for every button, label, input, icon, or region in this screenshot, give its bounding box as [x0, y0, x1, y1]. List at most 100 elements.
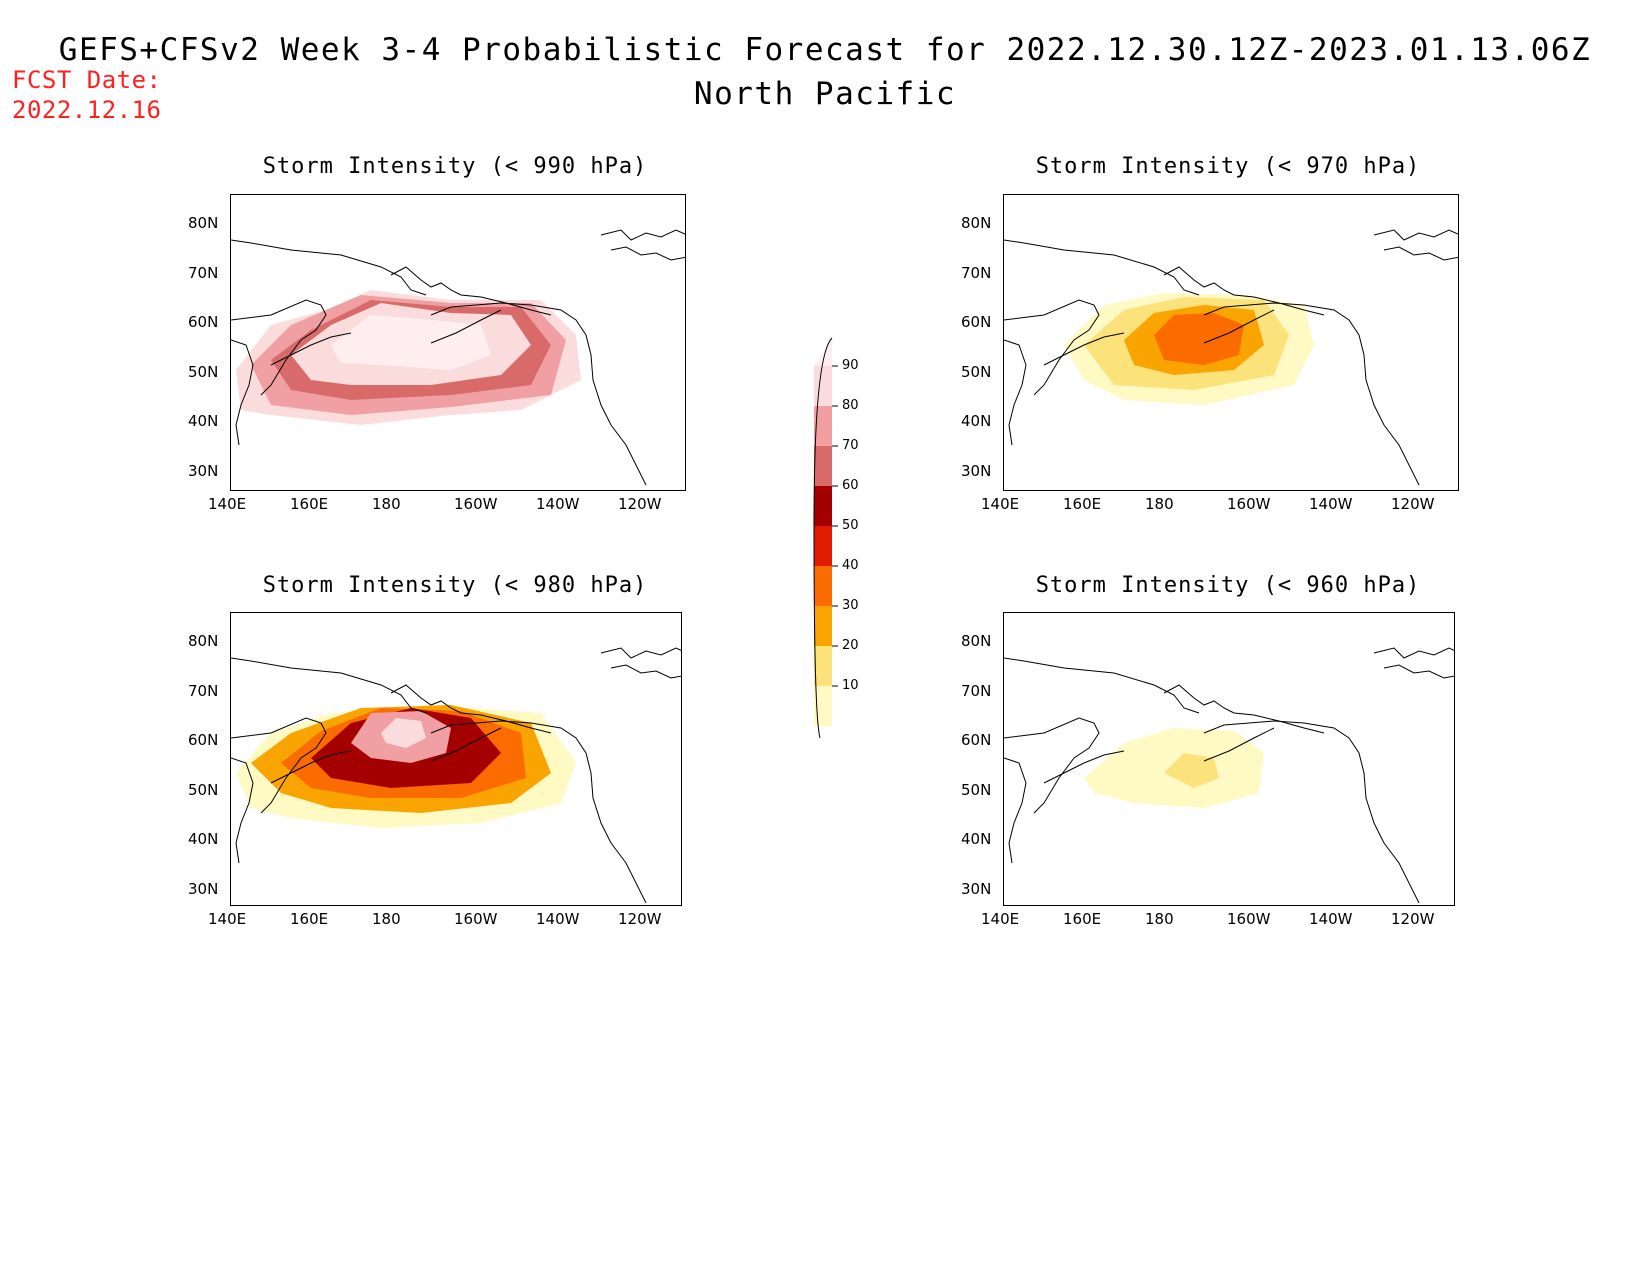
coastline — [1043, 332, 1125, 366]
map-panel-990 — [230, 194, 686, 491]
lon-tick-label: 140E — [981, 495, 1020, 513]
colorbar-segment — [814, 566, 832, 606]
fcst-date: 2022.12.16 — [12, 96, 162, 124]
lon-tick-label: 180 — [1145, 495, 1174, 513]
fcst-label: FCST Date: — [12, 66, 162, 94]
probability-shading — [1164, 753, 1219, 788]
colorbar-level-label: 90 — [842, 358, 859, 373]
lat-tick-label: 40N — [961, 412, 992, 430]
map-panel-980 — [230, 612, 682, 906]
coastline — [1004, 757, 1027, 864]
coastline — [1004, 239, 1200, 296]
map-layer — [231, 647, 681, 904]
lat-tick-label: 40N — [961, 830, 992, 848]
lat-tick-label: 80N — [961, 214, 992, 232]
colorbar-level-label: 70 — [842, 438, 859, 453]
coastline — [1203, 727, 1275, 762]
coastline — [270, 332, 352, 366]
map-layer — [1004, 229, 1458, 486]
colorbar-level-label: 10 — [842, 678, 859, 693]
coastline — [1373, 647, 1454, 659]
coastline — [1004, 657, 1200, 714]
coastline — [231, 239, 427, 296]
colorbar-level-label: 60 — [842, 478, 859, 493]
lon-tick-label: 140W — [1309, 495, 1353, 513]
coastline — [270, 750, 352, 784]
coastline — [231, 757, 254, 864]
panel-title-980: Storm Intensity (< 980 hPa) — [262, 573, 648, 598]
coastline — [1203, 302, 1420, 486]
lat-tick-label: 60N — [961, 731, 992, 749]
coastline — [231, 299, 327, 396]
lat-tick-label: 40N — [188, 412, 219, 430]
lat-tick-label: 50N — [188, 362, 219, 381]
colorbar — [813, 337, 838, 739]
lat-tick-label: 80N — [188, 632, 219, 650]
coastline — [600, 647, 681, 659]
colorbar-segment — [814, 366, 832, 406]
coastline — [1203, 720, 1420, 904]
lon-tick-label: 160W — [454, 910, 498, 928]
lon-tick-label: 140E — [981, 910, 1020, 928]
region-subtitle: North Pacific — [693, 76, 957, 112]
lon-tick-label: 120W — [618, 495, 662, 513]
panel-title-990: Storm Intensity (< 990 hPa) — [262, 154, 648, 179]
colorbar-segment — [814, 406, 832, 446]
colorbar-segment — [814, 686, 832, 726]
lon-tick-label: 140W — [1309, 910, 1353, 928]
coastline — [430, 727, 502, 762]
probability-shading — [381, 718, 426, 748]
lat-tick-label: 40N — [188, 830, 219, 848]
probability-shading — [1154, 313, 1244, 365]
lat-tick-label: 30N — [961, 879, 992, 898]
map-panel-960 — [1003, 612, 1455, 906]
panel-title-970: Storm Intensity (< 970 hPa) — [1035, 154, 1421, 179]
coastline — [1004, 717, 1100, 814]
probability-shading — [331, 315, 491, 370]
coastline — [1163, 266, 1325, 316]
coastline — [430, 302, 647, 486]
lon-tick-label: 160E — [290, 910, 329, 928]
coastline — [231, 339, 254, 446]
lon-tick-label: 160W — [1227, 910, 1271, 928]
lat-tick-label: 80N — [961, 632, 992, 650]
lon-tick-label: 160W — [1227, 495, 1271, 513]
coastline — [231, 657, 427, 714]
colorbar-level-label: 20 — [842, 638, 859, 653]
colorbar-level-label: 80 — [842, 398, 859, 413]
coastline — [1004, 339, 1027, 446]
map-panel-970 — [1003, 194, 1459, 491]
page-title: GEFS+CFSv2 Week 3-4 Probabilistic Foreca… — [58, 32, 1592, 68]
coastline — [231, 717, 327, 814]
map-layer — [1004, 647, 1454, 904]
lat-tick-label: 70N — [188, 681, 219, 700]
coastline — [1203, 309, 1275, 344]
coastline — [1163, 684, 1325, 734]
coastline — [430, 309, 502, 344]
lat-tick-label: 80N — [188, 214, 219, 232]
lat-tick-label: 30N — [961, 461, 992, 480]
lon-tick-label: 180 — [1145, 910, 1174, 928]
lon-tick-label: 140E — [208, 495, 247, 513]
lon-tick-label: 120W — [618, 910, 662, 928]
lon-tick-label: 160E — [290, 495, 329, 513]
colorbar-level-label: 40 — [842, 558, 859, 573]
coastline — [1383, 664, 1454, 679]
colorbar-segment — [814, 526, 832, 566]
lon-tick-label: 160E — [1063, 910, 1102, 928]
map-layer — [231, 229, 685, 486]
coastline — [1373, 229, 1458, 241]
lon-tick-label: 120W — [1391, 910, 1435, 928]
lon-tick-label: 120W — [1391, 495, 1435, 513]
lat-tick-label: 60N — [188, 731, 219, 749]
lat-tick-label: 50N — [961, 780, 992, 799]
lon-tick-label: 140E — [208, 910, 247, 928]
colorbar-segment — [814, 606, 832, 646]
lat-tick-label: 30N — [188, 461, 219, 480]
lat-tick-label: 60N — [188, 313, 219, 331]
colorbar-segment — [814, 646, 832, 686]
lat-tick-label: 50N — [961, 362, 992, 381]
coastline — [1004, 299, 1100, 396]
coastline — [390, 266, 552, 316]
coastline — [600, 229, 685, 241]
